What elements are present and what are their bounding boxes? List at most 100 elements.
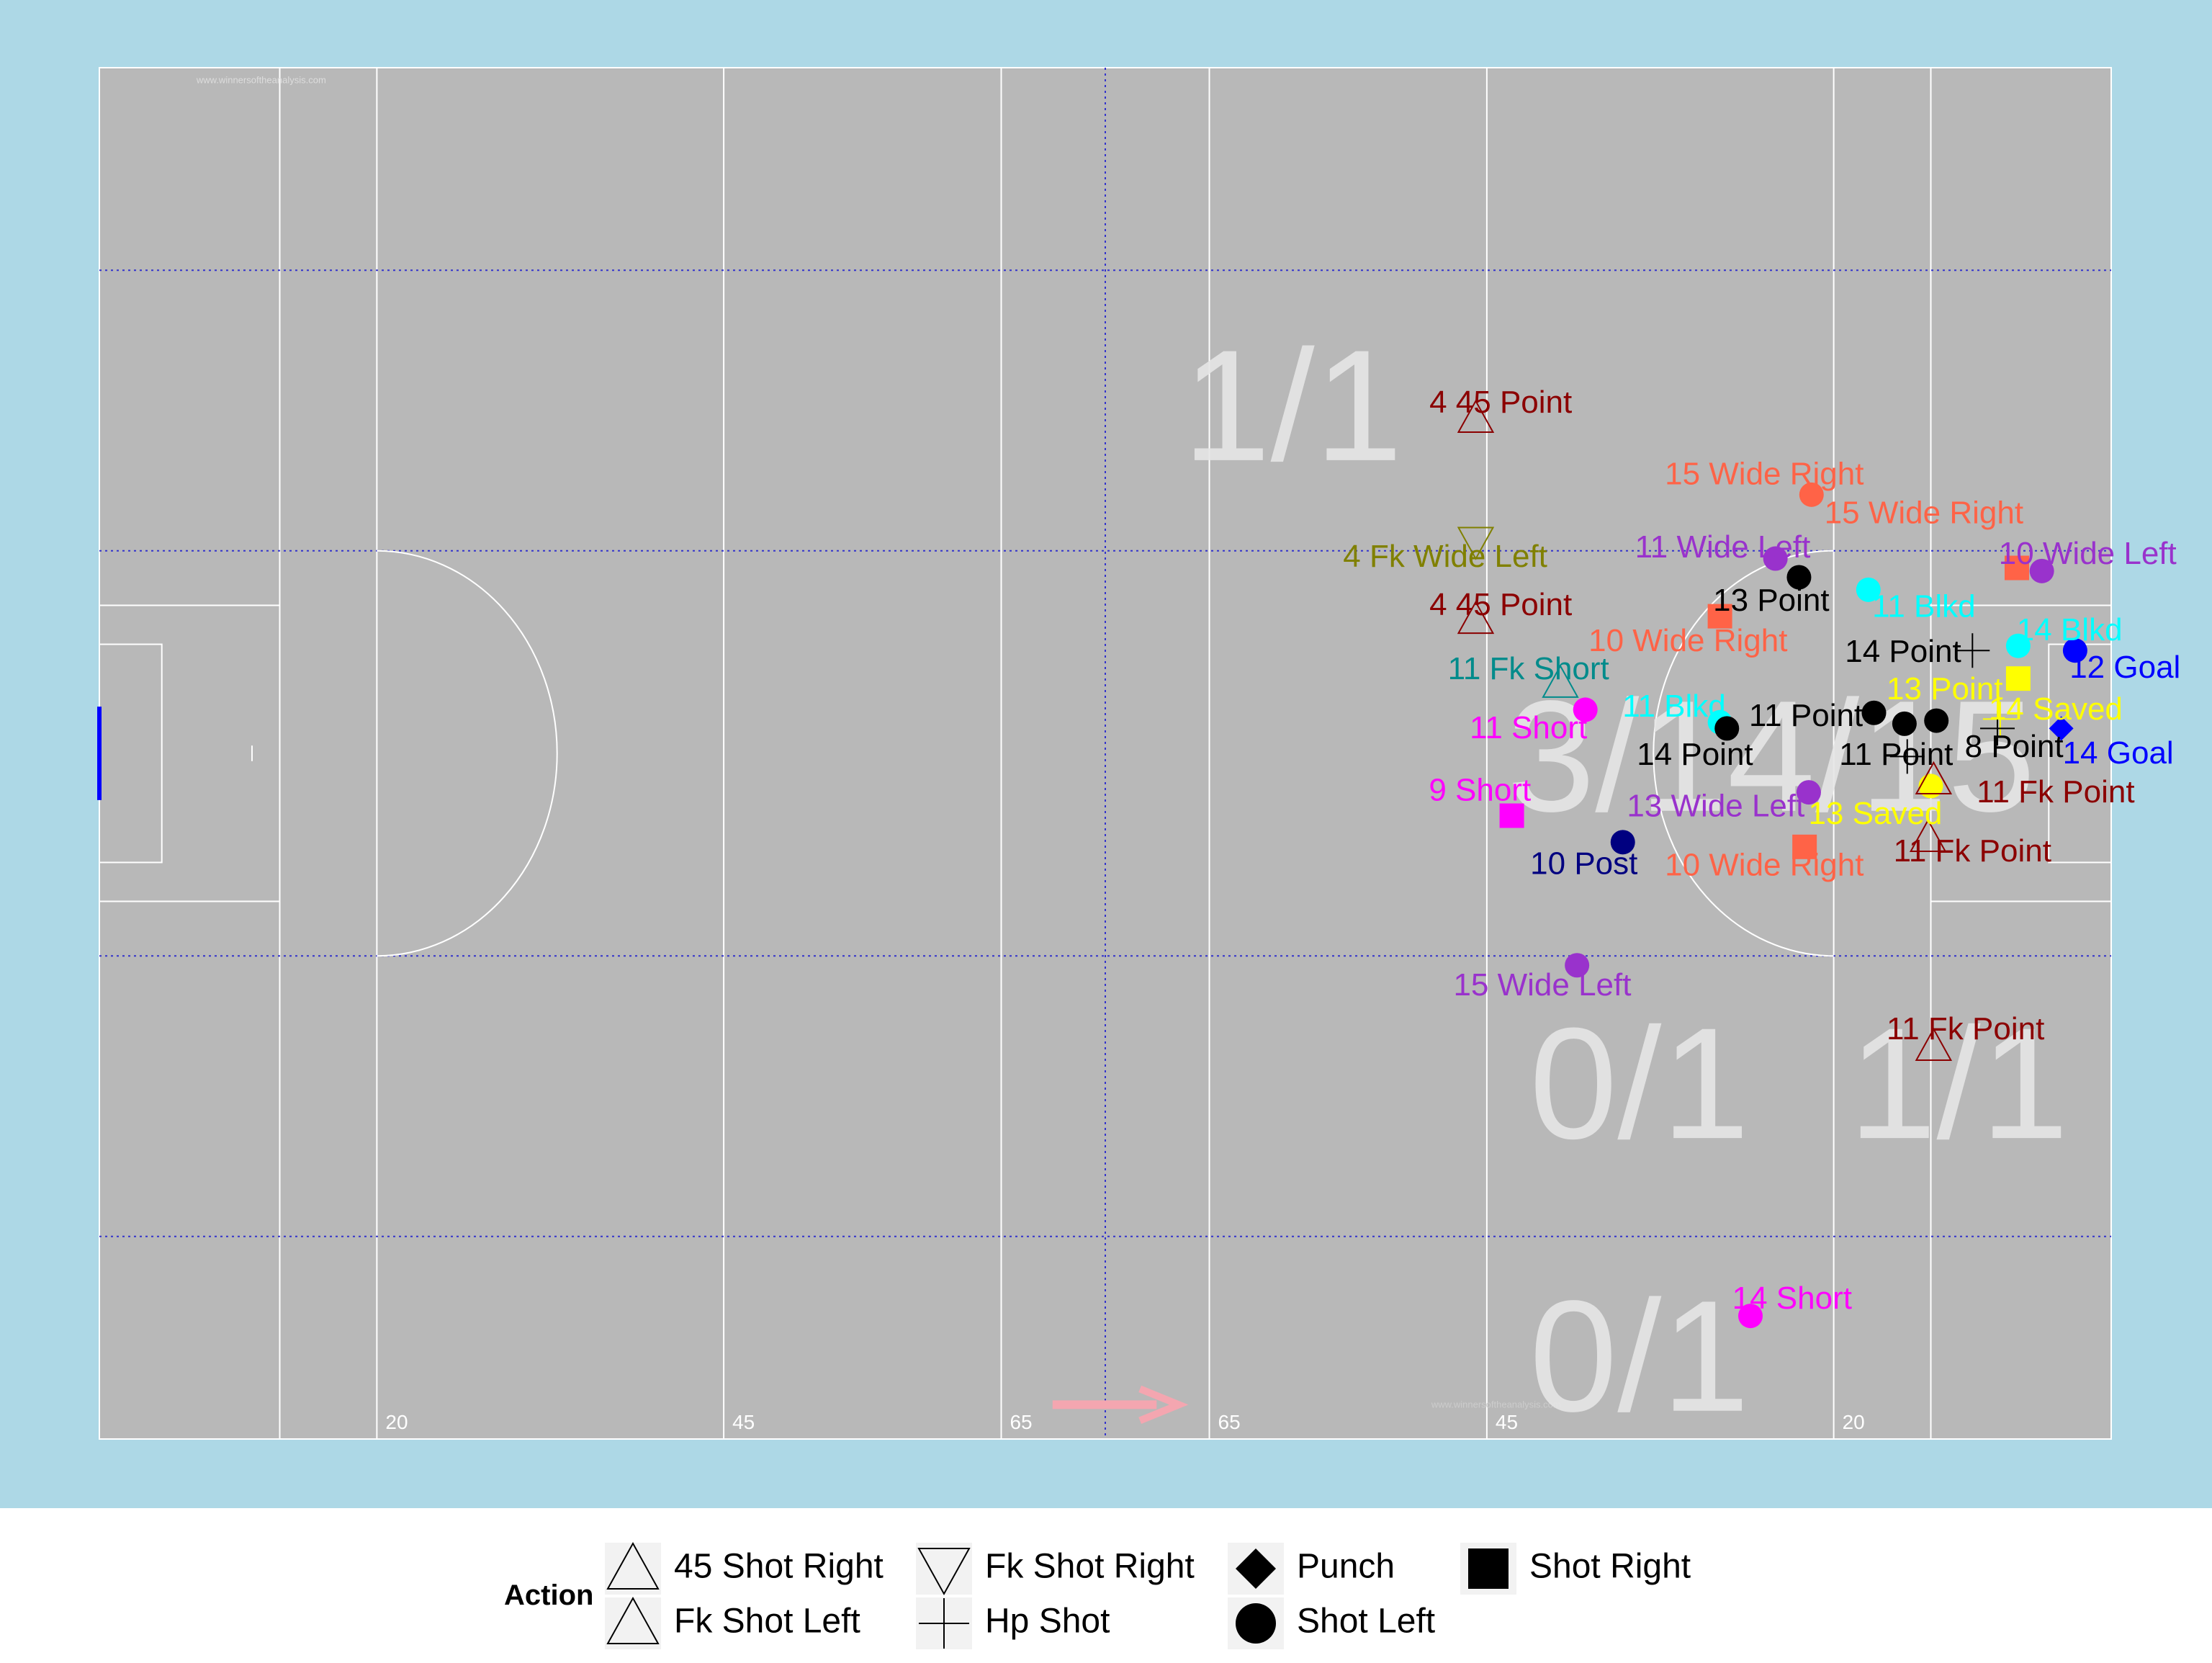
legend-title: Action [504,1579,593,1611]
zone-label: 1/1 [1848,995,2069,1172]
watermark: www.winnersoftheanalysis.com [1431,1399,1561,1410]
shot-label: 15 Wide Right [1825,496,2023,531]
shot-point [1786,565,1812,590]
legend-key [1236,1603,1276,1644]
large-rectangle [99,604,280,902]
shot-point [2004,555,2029,581]
shot-point [1565,953,1590,978]
legend-label: Fk Shot Left [674,1603,860,1641]
legend-label: Shot Right [1529,1548,1691,1586]
shot-point [1707,604,1732,629]
watermark: www.winnersoftheanalysis.com [196,75,326,86]
shot-label: 15 Wide Right [1665,456,1863,491]
shot-point [1573,697,1598,722]
shot-label: 11 Blkd [1622,689,1726,724]
legend-label: 45 Shot Right [674,1548,884,1586]
legend-key-background [605,1597,661,1649]
shot-label: 10 Wide Right [1588,623,1787,658]
distance-mark: 20 [1843,1411,1865,1433]
shot-point [1714,716,1740,741]
zone-label: 1/1 [1182,317,1403,494]
legend-key [606,1596,660,1644]
shot-label: 13 Point [1887,671,2002,707]
shot-point [2029,558,2054,583]
shot-point [1892,711,1917,736]
shot-label: 14 Short [1732,1281,1852,1316]
shot-point [1542,664,1579,698]
shot-label: 12 Goal [2069,650,2180,685]
shot-label: 11 Point [1839,737,1953,772]
legend-key [1236,1548,1276,1589]
legend-label: Shot Left [1297,1603,1435,1641]
shot-point [1915,761,1953,794]
shot-point [1889,739,1925,774]
shot-point [1918,774,1943,799]
shot-point [1610,830,1635,855]
shot-labels: 4 45 Point 4 Fk Wide Left 4 45 Point 11 Fk … [1343,385,2180,1316]
legend-key [1468,1548,1509,1589]
shot-label: 11 Wide Left [1635,529,1811,565]
shot-label: 10 Post [1530,846,1637,881]
legend: Action 45 Shot Right Fk Shot Left Fk Shot R… [504,1541,1691,1649]
shot-point [1955,633,1990,668]
shot-label: 11 Fk Point [1894,833,2051,869]
distance-mark: 45 [1496,1411,1518,1433]
large-rectangle-right [1930,604,2111,902]
shot-point [1979,711,2015,746]
shot-point [1763,546,1788,571]
shot-point [1457,600,1495,635]
distance-mark: 65 [1218,1411,1241,1433]
legend-label: Hp Shot [985,1603,1110,1641]
shot-label: 11 Fk Point [1887,1011,2044,1046]
zone-labels: 1/1 3/14/15 0/1 1/1 0/1 [1182,317,2069,1445]
shot-point [1738,1304,1763,1329]
shot-label: 14 Blkd [2017,612,2123,647]
shot-point [1499,803,1524,828]
shot-label: 11 Blkd [1872,588,1976,624]
shot-point [1924,708,1949,733]
arc-right [1653,550,1834,957]
legend-key-background [916,1543,972,1595]
shot-point [1861,700,1887,725]
legend-key [606,1541,660,1590]
shot-point [2005,633,2031,658]
shot-point [1796,780,1821,805]
shot-label: 11 Short [1470,710,1587,745]
shot-label: 11 Point [1749,698,1863,733]
shot-label: 14 Point [1845,634,1961,669]
shot-point [1915,1027,1953,1061]
shot-point [2049,716,2074,741]
shot-label: 4 Fk Wide Left [1343,539,1547,574]
zone-label: 0/1 [1529,1268,1750,1445]
shot-label: 11 Fk Short [1448,651,1609,686]
shot-point [1982,701,2018,737]
distance-mark: 65 [1010,1411,1032,1433]
shot-point [1792,834,1817,859]
shot-label: 9 Short [1429,773,1531,808]
legend-label: Punch [1297,1548,1395,1586]
shot-point [2005,666,2031,691]
shot-label: 15 Wide Left [1453,967,1631,1003]
shot-point [1909,818,1947,853]
shot-label: 14 Saved [1989,691,2123,727]
distance-mark: 45 [732,1411,755,1433]
arc-left [377,550,558,957]
legend-label: Fk Shot Right [985,1548,1195,1586]
shot-label: 13 Point [1713,583,1829,618]
shot-label: 8 Point [1965,729,2064,764]
legend-background [0,1508,2212,1659]
shot-point [1457,399,1495,434]
shot-label: 10 Wide Left [1999,536,2177,571]
pitch: 20 45 65 65 45 20 www.winnersoftheanalysis.com… [97,67,2112,1440]
shot-label: 4 45 Point [1429,385,1572,420]
shot-point [1799,482,1824,507]
shot-label: 10 Wide Right [1665,848,1863,883]
zone-label: 3/14/15 [1507,668,2036,845]
legend-key [917,1548,971,1596]
direction-arrow-head [1138,1385,1189,1425]
shot-label: 13 Wide Left [1627,788,1804,823]
legend-key [919,1598,969,1649]
zone-label: 0/1 [1529,995,1750,1172]
